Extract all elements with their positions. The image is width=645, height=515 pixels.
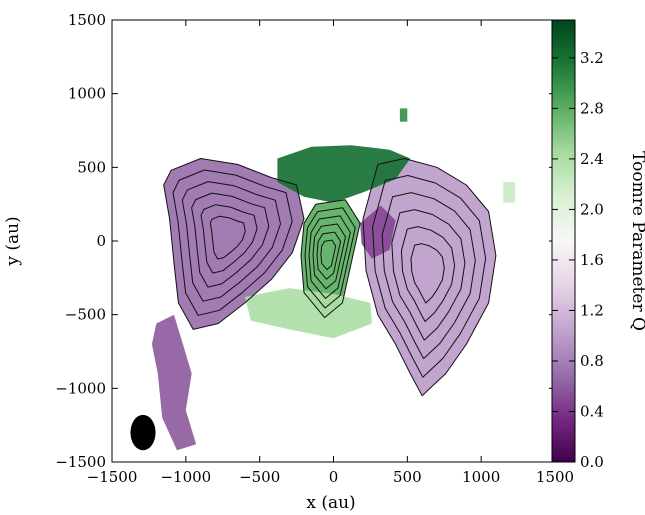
colorbar-tick-label: 0.8 (580, 352, 604, 370)
contour-line (163, 158, 305, 330)
colorbar-tick-label: 3.2 (580, 49, 604, 67)
q-regions (151, 108, 516, 451)
contour-line (200, 204, 258, 274)
beam-ellipse-shape (130, 414, 156, 451)
y-axis: −1500 −1000 −500 0 500 1000 1500 (55, 11, 555, 471)
colorbar-tick-label: 1.2 (580, 301, 604, 319)
y-tick-label: −1500 (55, 453, 106, 471)
y-tick-label: 500 (77, 158, 106, 176)
contour-line (391, 209, 466, 341)
y-tick-label: −1000 (55, 379, 106, 397)
y-tick-label: 1000 (68, 85, 106, 103)
beam-ellipse (130, 414, 156, 451)
colorbar (551, 19, 576, 463)
contour-line (312, 223, 346, 290)
x-tick-label: 1500 (536, 468, 574, 486)
column-density-contours (163, 158, 497, 397)
contour-line (410, 243, 445, 304)
contour-line (172, 169, 293, 316)
colorbar-label: Toomre Parameter Q (628, 151, 645, 331)
contour-line (400, 226, 456, 322)
x-tick-label: −1000 (160, 468, 211, 486)
contour-line (362, 158, 497, 397)
colorbar-tick-label: 0.4 (580, 402, 604, 420)
colorbar-axis: 0.0 0.4 0.8 1.2 1.6 2.0 2.4 2.8 3.2 (552, 49, 604, 471)
region-far-east-clump (503, 182, 516, 203)
x-tick-label: −500 (239, 468, 280, 486)
region-north-east-clump (399, 108, 408, 122)
contour-line (372, 175, 487, 378)
colorbar-tick-label: 2.0 (580, 200, 604, 218)
region-south-high-q (244, 288, 372, 339)
x-tick-label: 500 (393, 468, 422, 486)
contour-line (304, 207, 356, 309)
x-axis-label: x (au) (306, 493, 355, 513)
y-tick-label: 0 (96, 232, 106, 250)
region-south-west-arc (151, 314, 197, 451)
colorbar-tick-label: 2.4 (580, 150, 604, 168)
x-tick-label: 0 (329, 468, 339, 486)
contour-line (316, 231, 342, 280)
region-west-lobe (163, 158, 304, 330)
contour-line (308, 215, 351, 299)
contour-line (181, 181, 281, 302)
y-axis-label: y (au) (3, 216, 23, 266)
contour-line (381, 192, 476, 360)
y-tick-label: −500 (65, 306, 106, 324)
region-central-north-high-q (277, 145, 411, 203)
colorbar-tick-label: 2.8 (580, 99, 604, 117)
x-axis: −1500 −1000 −500 0 500 1000 1500 (87, 20, 574, 486)
x-tick-label: 1000 (462, 468, 500, 486)
colorbar-tick-label: 1.6 (580, 251, 604, 269)
region-east-lobe (363, 158, 496, 396)
contour-line (320, 239, 337, 271)
y-tick-label: 1500 (68, 11, 106, 29)
contour-line (300, 199, 361, 319)
colorbar-tick-label: 0.0 (580, 453, 604, 471)
contour-line (191, 192, 270, 288)
x-tick-label: −1500 (87, 468, 138, 486)
contour-line (209, 215, 246, 260)
